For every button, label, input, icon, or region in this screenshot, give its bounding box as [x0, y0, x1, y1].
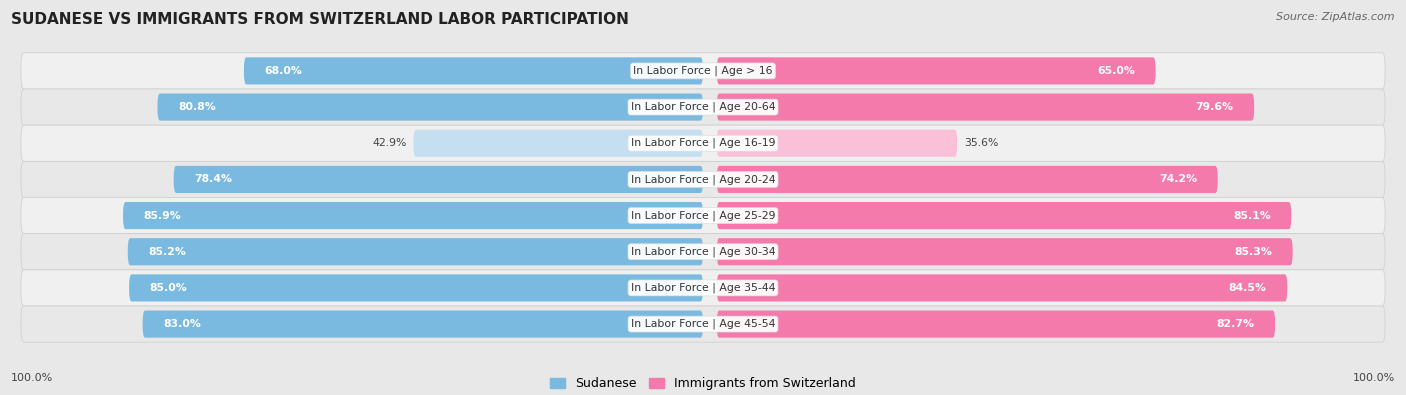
Text: 85.0%: 85.0% [150, 283, 187, 293]
Text: In Labor Force | Age 25-29: In Labor Force | Age 25-29 [631, 210, 775, 221]
Text: 79.6%: 79.6% [1195, 102, 1233, 112]
FancyBboxPatch shape [21, 270, 1385, 306]
Text: 85.3%: 85.3% [1234, 247, 1272, 257]
FancyBboxPatch shape [124, 202, 703, 229]
FancyBboxPatch shape [21, 234, 1385, 270]
Legend: Sudanese, Immigrants from Switzerland: Sudanese, Immigrants from Switzerland [546, 372, 860, 395]
FancyBboxPatch shape [413, 130, 703, 157]
FancyBboxPatch shape [717, 310, 1275, 338]
FancyBboxPatch shape [717, 130, 957, 157]
Text: In Labor Force | Age 16-19: In Labor Force | Age 16-19 [631, 138, 775, 149]
Text: SUDANESE VS IMMIGRANTS FROM SWITZERLAND LABOR PARTICIPATION: SUDANESE VS IMMIGRANTS FROM SWITZERLAND … [11, 12, 628, 27]
FancyBboxPatch shape [21, 125, 1385, 161]
Text: 42.9%: 42.9% [373, 138, 406, 148]
FancyBboxPatch shape [174, 166, 703, 193]
FancyBboxPatch shape [157, 94, 703, 120]
Text: 85.2%: 85.2% [149, 247, 187, 257]
Text: 84.5%: 84.5% [1229, 283, 1267, 293]
Text: 100.0%: 100.0% [1353, 373, 1395, 383]
Text: In Labor Force | Age 20-24: In Labor Force | Age 20-24 [631, 174, 775, 185]
Text: Source: ZipAtlas.com: Source: ZipAtlas.com [1277, 12, 1395, 22]
FancyBboxPatch shape [21, 89, 1385, 125]
FancyBboxPatch shape [717, 57, 1156, 85]
FancyBboxPatch shape [21, 161, 1385, 198]
Text: 65.0%: 65.0% [1097, 66, 1135, 76]
FancyBboxPatch shape [717, 275, 1288, 301]
Text: 78.4%: 78.4% [194, 175, 232, 184]
Text: 82.7%: 82.7% [1216, 319, 1254, 329]
FancyBboxPatch shape [21, 198, 1385, 234]
FancyBboxPatch shape [21, 306, 1385, 342]
Text: 83.0%: 83.0% [163, 319, 201, 329]
Text: In Labor Force | Age 20-64: In Labor Force | Age 20-64 [631, 102, 775, 112]
FancyBboxPatch shape [717, 94, 1254, 120]
FancyBboxPatch shape [129, 275, 703, 301]
Text: 68.0%: 68.0% [264, 66, 302, 76]
FancyBboxPatch shape [142, 310, 703, 338]
Text: In Labor Force | Age 45-54: In Labor Force | Age 45-54 [631, 319, 775, 329]
Text: 85.1%: 85.1% [1233, 211, 1271, 220]
FancyBboxPatch shape [128, 238, 703, 265]
FancyBboxPatch shape [717, 238, 1292, 265]
FancyBboxPatch shape [717, 166, 1218, 193]
FancyBboxPatch shape [243, 57, 703, 85]
FancyBboxPatch shape [21, 53, 1385, 89]
Text: 74.2%: 74.2% [1159, 175, 1197, 184]
Text: In Labor Force | Age 35-44: In Labor Force | Age 35-44 [631, 283, 775, 293]
Text: In Labor Force | Age > 16: In Labor Force | Age > 16 [633, 66, 773, 76]
Text: 85.9%: 85.9% [143, 211, 181, 220]
Text: 35.6%: 35.6% [965, 138, 998, 148]
Text: 100.0%: 100.0% [11, 373, 53, 383]
Text: In Labor Force | Age 30-34: In Labor Force | Age 30-34 [631, 246, 775, 257]
FancyBboxPatch shape [717, 202, 1291, 229]
Text: 80.8%: 80.8% [179, 102, 217, 112]
